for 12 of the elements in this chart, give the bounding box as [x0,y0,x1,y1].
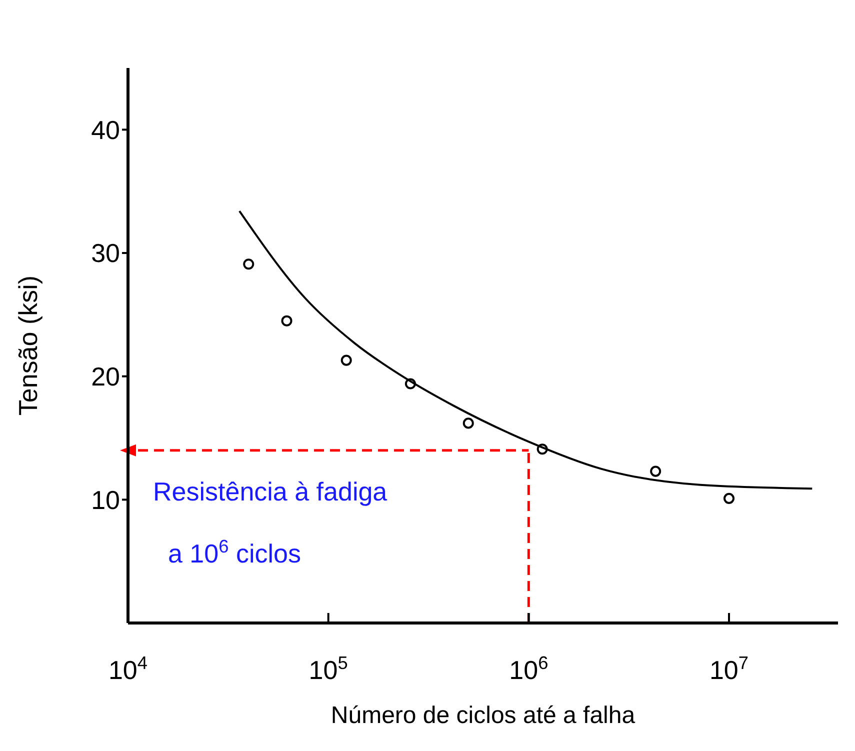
annotation: Resistência à fadiga [153,476,388,506]
x-tick-label: 10$^{7}$ [709,653,749,685]
y-tick-label: 20 [91,362,120,392]
y-tick-label: 10 [91,484,120,515]
y-tick-label: 40 [91,114,120,145]
x-axis-title: Número de ciclos até a falha [330,702,636,729]
annotation: a 10$^{6}$ ciclos [168,536,301,568]
y-tick-label: 30 [91,238,120,268]
x-tick-label: 10$^{5}$ [308,653,348,685]
y-axis-title: Tensão (ksi) [13,275,44,416]
x-tick-label: 10$^{4}$ [108,653,148,685]
x-tick-label: 10$^{6}$ [509,653,548,685]
